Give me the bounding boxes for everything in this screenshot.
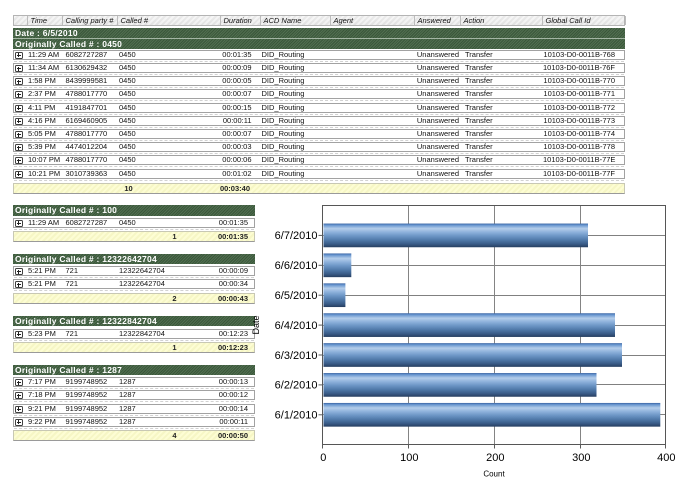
svg-text:0: 0 bbox=[320, 452, 326, 464]
svg-text:6/5/2010: 6/5/2010 bbox=[275, 290, 318, 302]
svg-text:Count: Count bbox=[483, 470, 505, 479]
svg-text:6/4/2010: 6/4/2010 bbox=[275, 320, 318, 332]
svg-text:100: 100 bbox=[400, 452, 418, 464]
svg-text:200: 200 bbox=[486, 452, 504, 464]
svg-text:300: 300 bbox=[572, 452, 590, 464]
svg-text:6/6/2010: 6/6/2010 bbox=[275, 260, 318, 272]
svg-text:6/2/2010: 6/2/2010 bbox=[275, 380, 318, 392]
svg-text:6/3/2010: 6/3/2010 bbox=[275, 350, 318, 362]
svg-text:Date: Date bbox=[251, 315, 261, 334]
svg-text:400: 400 bbox=[657, 452, 675, 464]
svg-text:6/7/2010: 6/7/2010 bbox=[275, 230, 318, 242]
svg-text:6/1/2010: 6/1/2010 bbox=[275, 410, 318, 422]
